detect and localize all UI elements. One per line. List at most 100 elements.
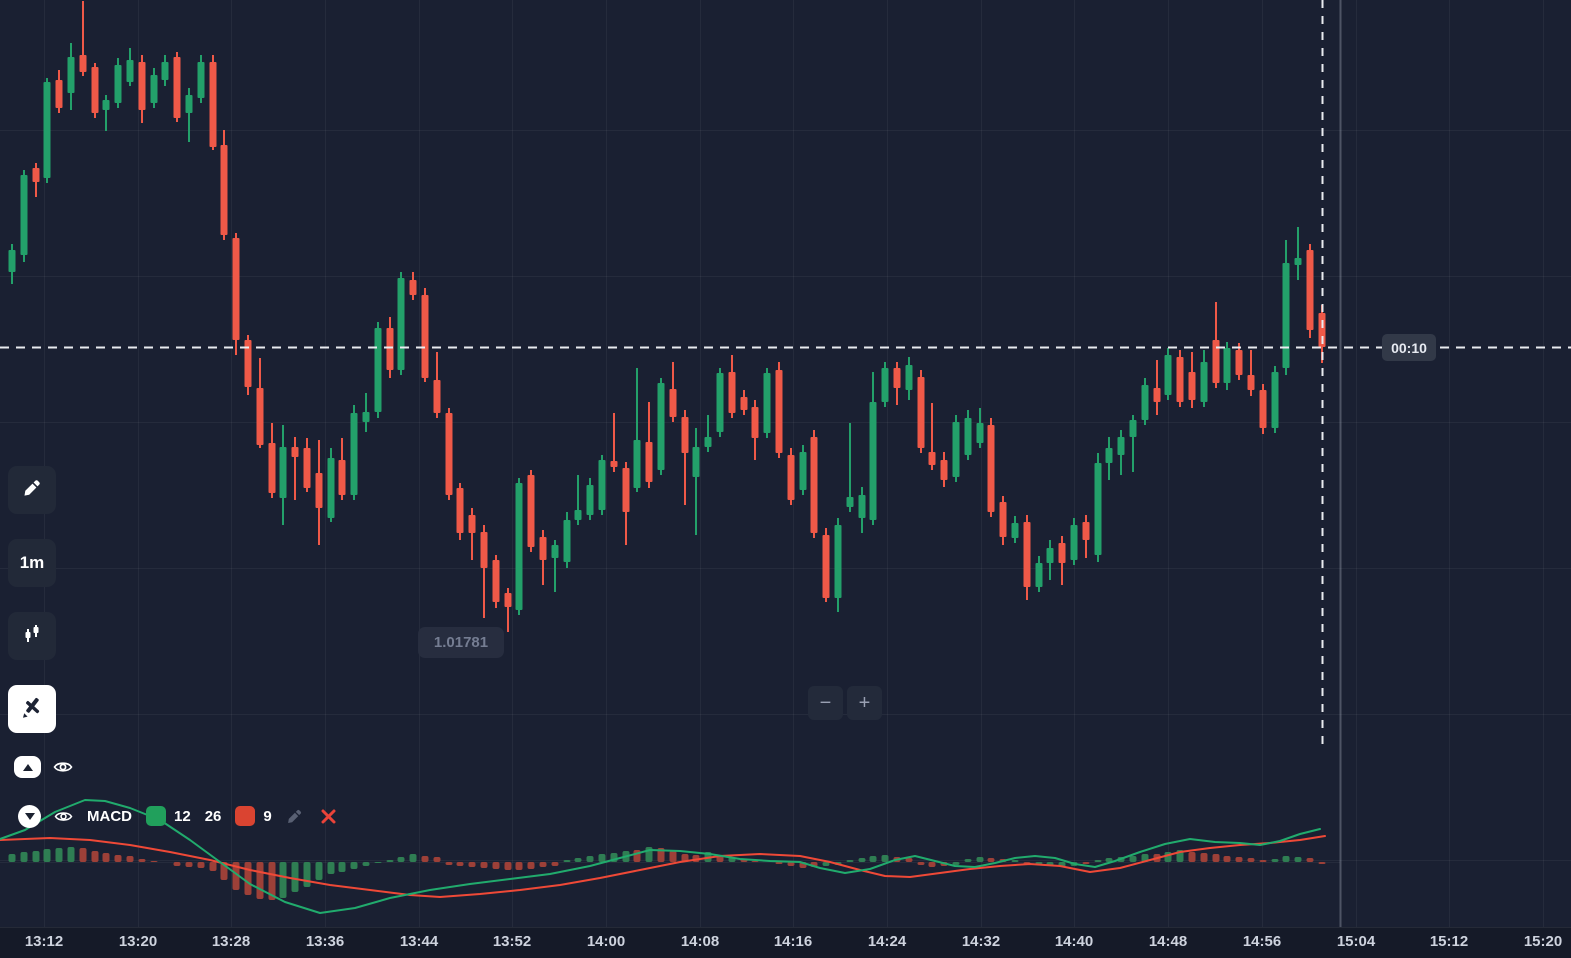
- candle-body: [1011, 523, 1019, 538]
- macd-histogram-bar: [303, 862, 311, 887]
- macd-histogram-bar: [421, 856, 429, 862]
- candle-body: [386, 328, 394, 370]
- candle-body: [987, 425, 995, 512]
- macd-histogram-bar: [1082, 862, 1090, 864]
- macd-histogram-bar: [445, 862, 453, 865]
- candle-body: [138, 62, 146, 110]
- macd-histogram-bar: [43, 849, 51, 862]
- macd-histogram-bar: [1223, 856, 1231, 862]
- candle-body: [704, 437, 712, 447]
- candle-body: [256, 388, 264, 445]
- macd-histogram-bar: [787, 862, 795, 866]
- candle-body: [869, 402, 877, 520]
- macd-histogram-bar: [397, 857, 405, 862]
- candle-body: [303, 448, 311, 488]
- macd-histogram-bar: [1011, 860, 1019, 862]
- macd-histogram-bar: [751, 861, 759, 862]
- candle-body: [728, 372, 736, 413]
- candle-body: [999, 502, 1007, 537]
- candle-body: [917, 377, 925, 448]
- collapse-panel-chip[interactable]: [14, 756, 41, 778]
- macd-histogram-bar: [1294, 857, 1302, 862]
- indicators-button[interactable]: [8, 685, 56, 733]
- candle-body: [1070, 525, 1078, 560]
- macd-histogram-bar: [586, 856, 594, 862]
- candle-body: [787, 455, 795, 500]
- drawing-tools-button[interactable]: [8, 466, 56, 514]
- macd-histogram-bar: [279, 862, 287, 898]
- candle-body: [515, 483, 523, 610]
- macd-histogram-bar: [1271, 859, 1279, 862]
- candle-body: [964, 418, 972, 455]
- candle-body: [740, 397, 748, 410]
- candle-body: [445, 413, 453, 495]
- candle-body: [952, 422, 960, 477]
- visibility-eye-icon[interactable]: [53, 759, 73, 775]
- time-axis-label: 14:08: [680, 933, 720, 950]
- candle-body: [150, 75, 158, 103]
- candle-body: [232, 238, 240, 340]
- macd-histogram-bar: [527, 862, 535, 869]
- time-axis-label: 14:16: [773, 933, 813, 950]
- panel-mini-controls: [14, 756, 73, 778]
- macd-histogram-bar: [232, 862, 240, 890]
- candle-body: [598, 460, 606, 510]
- timeframe-button[interactable]: 1m: [8, 539, 56, 587]
- macd-histogram-bar: [964, 859, 972, 862]
- macd-histogram-bar: [150, 861, 158, 862]
- candle-body: [1271, 372, 1279, 428]
- macd-collapse-button[interactable]: [18, 804, 41, 828]
- candle-body: [1306, 250, 1314, 330]
- time-axis-label: 14:00: [586, 933, 626, 950]
- macd-histogram-bar: [91, 851, 99, 862]
- candle-body: [858, 495, 866, 518]
- macd-histogram-bar: [315, 862, 323, 880]
- candle-body: [527, 475, 535, 547]
- time-axis-label: 14:56: [1242, 933, 1282, 950]
- macd-remove-button[interactable]: [321, 809, 336, 824]
- macd-histogram-bar: [976, 857, 984, 862]
- zoom-in-button[interactable]: +: [847, 686, 882, 720]
- macd-histogram-bar: [775, 862, 783, 864]
- chart-type-button[interactable]: [8, 612, 56, 660]
- candle-body: [173, 57, 181, 118]
- time-axis-label: 13:36: [305, 933, 345, 950]
- macd-histogram-bar: [669, 851, 677, 862]
- candle-body: [492, 560, 500, 602]
- macd-edit-button[interactable]: [286, 808, 303, 825]
- macd-histogram-bar: [386, 860, 394, 862]
- candle-body: [539, 537, 547, 560]
- candle-body: [1200, 362, 1208, 402]
- candle-body: [114, 65, 122, 103]
- macd-histogram-bar: [515, 862, 523, 870]
- candle-body: [1117, 437, 1125, 455]
- crossed-tools-icon: [20, 695, 44, 724]
- time-axis-label: 13:52: [492, 933, 532, 950]
- macd-visibility-eye-icon[interactable]: [54, 809, 73, 824]
- zoom-out-button[interactable]: −: [808, 686, 843, 720]
- candle-body: [1212, 340, 1220, 383]
- candle-body: [1023, 522, 1031, 587]
- macd-histogram-bar: [952, 862, 960, 865]
- candle-body: [209, 62, 217, 147]
- triangle-down-icon: [24, 812, 35, 820]
- macd-histogram-bar: [79, 848, 87, 862]
- macd-histogram-bar: [32, 851, 40, 862]
- macd-histogram-bar: [1306, 858, 1314, 862]
- macd-fast-period: 12: [174, 807, 191, 825]
- macd-histogram-bar: [185, 862, 193, 867]
- pencil-icon: [22, 478, 42, 503]
- macd-indicator-row: MACD 12 26 9: [18, 803, 336, 829]
- macd-histogram-bar: [504, 862, 512, 870]
- macd-histogram-bar: [67, 847, 75, 862]
- time-axis-bar[interactable]: 13:12 13:20 13:28 13:36 13:44 13:52 14:00 14:08…: [0, 927, 1571, 958]
- macd-histogram-bar: [20, 852, 28, 862]
- candle-body: [574, 510, 582, 520]
- candle-body: [551, 545, 559, 558]
- macd-signal-period: 9: [263, 807, 272, 825]
- minus-icon: −: [819, 691, 832, 714]
- macd-histogram-bar: [563, 860, 571, 862]
- candle-body: [55, 80, 63, 108]
- candle-body: [1141, 385, 1149, 420]
